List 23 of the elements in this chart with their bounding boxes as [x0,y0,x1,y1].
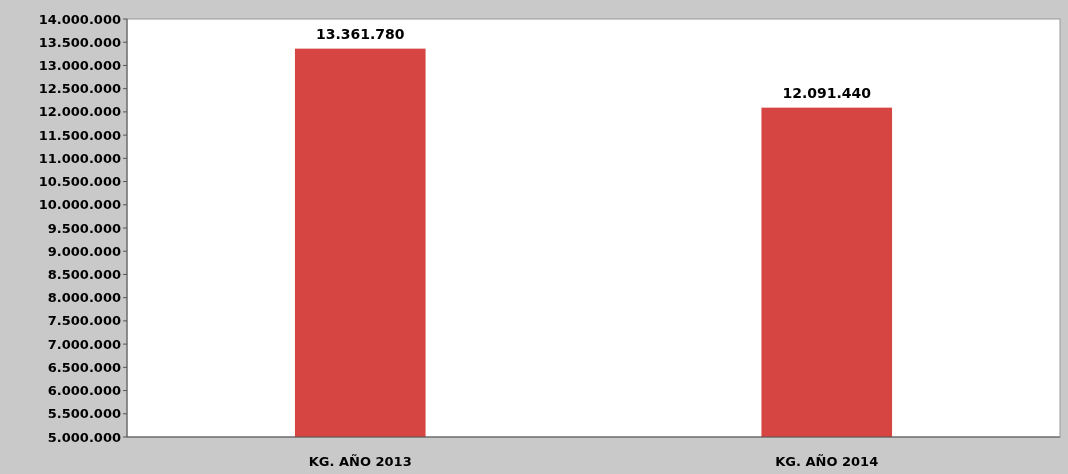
y-tick-label: 6.500.000 [47,359,121,375]
x-tick-label: KG. AÑO 2014 [775,454,879,469]
data-label: 12.091.440 [782,84,872,101]
y-tick-label: 6.000.000 [47,383,121,399]
y-tick-label: 10.500.000 [38,174,121,190]
y-tick-label: 11.500.000 [38,127,121,143]
y-tick-label: 14.000.000 [38,11,121,27]
y-tick-label: 13.500.000 [38,34,121,50]
y-tick-label: 9.500.000 [47,220,121,236]
y-tick-label: 5.500.000 [47,406,121,422]
y-tick-label: 8.500.000 [47,266,121,282]
y-tick-label: 5.000.000 [47,429,121,445]
data-label: 13.361.780 [315,25,405,42]
x-tick-label: KG. AÑO 2013 [308,454,412,469]
y-tick-label: 12.000.000 [38,104,121,120]
y-tick-label: 11.000.000 [38,150,121,166]
y-tick-label: 13.000.000 [38,57,121,73]
y-tick-label: 12.500.000 [38,81,121,97]
y-tick-label: 9.000.000 [47,243,121,259]
y-tick-label: 7.000.000 [47,336,121,352]
y-tick-label: 10.000.000 [38,197,121,213]
y-tick-label: 7.500.000 [47,313,121,329]
y-tick-label: 8.000.000 [47,290,121,306]
